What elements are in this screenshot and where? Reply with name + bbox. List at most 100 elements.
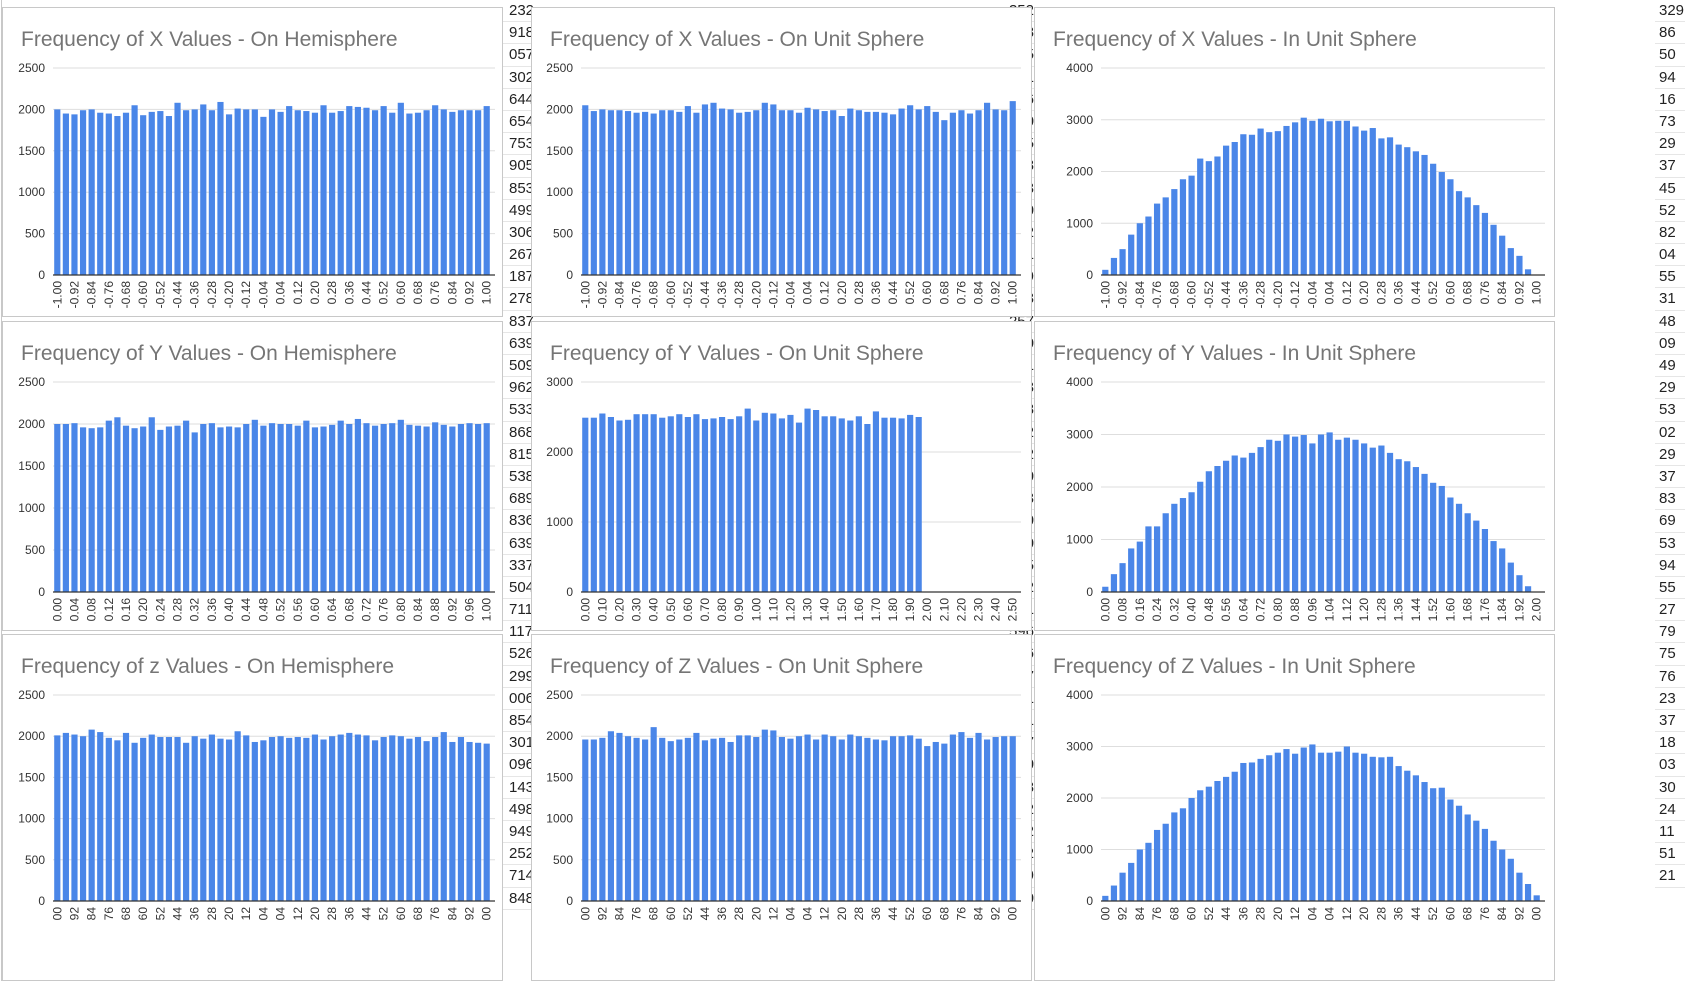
bar[interactable] bbox=[1369, 756, 1376, 901]
bar[interactable] bbox=[1240, 134, 1247, 275]
sheet-cell[interactable]: 753 bbox=[503, 133, 533, 156]
bar[interactable] bbox=[958, 732, 965, 901]
bar[interactable] bbox=[483, 423, 490, 592]
sheet-cell[interactable]: 51 bbox=[1655, 843, 1685, 866]
sheet-cell[interactable]: 526 bbox=[503, 643, 533, 666]
bar[interactable] bbox=[1171, 189, 1178, 275]
bar[interactable] bbox=[71, 114, 78, 276]
bar[interactable] bbox=[191, 736, 198, 901]
bar[interactable] bbox=[1404, 147, 1411, 275]
sheet-cell[interactable]: 868 bbox=[503, 422, 533, 444]
bar[interactable] bbox=[457, 424, 465, 592]
bar[interactable] bbox=[701, 419, 709, 592]
bar[interactable] bbox=[466, 110, 473, 275]
sheet-cell[interactable]: 16 bbox=[1655, 89, 1685, 111]
bar[interactable] bbox=[915, 109, 922, 276]
chart-x-on-unit-sphere[interactable]: Frequency of X Values - On Unit Sphere 0… bbox=[531, 7, 1032, 317]
bar[interactable] bbox=[466, 423, 473, 592]
chart-z-on-hemisphere[interactable]: Frequency of z Values - On Hemisphere 0 5… bbox=[2, 634, 503, 981]
bar[interactable] bbox=[1490, 840, 1497, 901]
bar[interactable] bbox=[440, 109, 447, 276]
bar[interactable] bbox=[389, 112, 396, 276]
bar[interactable] bbox=[457, 737, 465, 901]
bar[interactable] bbox=[599, 413, 606, 593]
bar[interactable] bbox=[1473, 820, 1480, 901]
bar[interactable] bbox=[1179, 808, 1187, 901]
bar[interactable] bbox=[277, 736, 284, 901]
bar[interactable] bbox=[1430, 788, 1437, 901]
bar[interactable] bbox=[770, 104, 777, 276]
bar[interactable] bbox=[1378, 445, 1385, 592]
bar[interactable] bbox=[440, 424, 447, 592]
bar[interactable] bbox=[582, 417, 589, 592]
bar[interactable] bbox=[483, 743, 490, 901]
bar[interactable] bbox=[371, 425, 379, 592]
bar[interactable] bbox=[633, 112, 640, 276]
bar[interactable] bbox=[1317, 118, 1325, 275]
bar[interactable] bbox=[183, 420, 190, 592]
bar[interactable] bbox=[329, 424, 336, 592]
bar[interactable] bbox=[1343, 746, 1350, 902]
bar[interactable] bbox=[329, 736, 336, 901]
bar[interactable] bbox=[1162, 513, 1169, 592]
bar[interactable] bbox=[1009, 736, 1016, 901]
bar[interactable] bbox=[440, 732, 447, 901]
bar[interactable] bbox=[1335, 120, 1342, 275]
bar[interactable] bbox=[1352, 126, 1359, 275]
bar[interactable] bbox=[466, 741, 473, 901]
chart-y-on-unit-sphere[interactable]: Frequency of Y Values - On Unit Sphere 0… bbox=[531, 321, 1032, 631]
sheet-cell[interactable]: 538 bbox=[503, 466, 533, 489]
bar[interactable] bbox=[847, 108, 854, 275]
bar[interactable] bbox=[105, 737, 112, 901]
bar[interactable] bbox=[346, 424, 353, 592]
bar[interactable] bbox=[217, 427, 224, 592]
bar[interactable] bbox=[79, 427, 87, 592]
sheet-cell[interactable]: 18 bbox=[1655, 732, 1685, 755]
bar[interactable] bbox=[676, 739, 683, 902]
bar[interactable] bbox=[165, 737, 173, 901]
sheet-cell[interactable]: 30 bbox=[1655, 777, 1685, 799]
bar[interactable] bbox=[642, 414, 649, 592]
bar[interactable] bbox=[105, 113, 112, 275]
bar[interactable] bbox=[1507, 858, 1514, 901]
bar[interactable] bbox=[633, 737, 640, 901]
bar[interactable] bbox=[582, 739, 589, 902]
bar[interactable] bbox=[423, 741, 430, 901]
bar[interactable] bbox=[432, 105, 439, 275]
bar[interactable] bbox=[1524, 586, 1532, 592]
sheet-cell[interactable]: 02 bbox=[1655, 422, 1685, 444]
bar[interactable] bbox=[667, 741, 674, 901]
sheet-cell[interactable]: 498 bbox=[503, 799, 533, 821]
chart-x-on-hemisphere[interactable]: Frequency of X Values - On Hemisphere 0 5… bbox=[2, 7, 503, 317]
bar[interactable] bbox=[157, 737, 164, 901]
bar[interactable] bbox=[183, 742, 190, 901]
bar[interactable] bbox=[62, 113, 69, 275]
sheet-cell[interactable]: 83 bbox=[1655, 488, 1685, 511]
sheet-cell[interactable]: 53 bbox=[1655, 399, 1685, 422]
bar[interactable] bbox=[1421, 154, 1428, 275]
bar[interactable] bbox=[286, 106, 293, 275]
bar[interactable] bbox=[406, 113, 413, 275]
bar[interactable] bbox=[727, 109, 734, 276]
bar[interactable] bbox=[200, 104, 207, 276]
bar[interactable] bbox=[659, 737, 666, 901]
bar[interactable] bbox=[1464, 513, 1471, 592]
bar[interactable] bbox=[71, 423, 78, 592]
bar[interactable] bbox=[1300, 117, 1307, 276]
bar[interactable] bbox=[753, 110, 760, 275]
bar[interactable] bbox=[303, 111, 310, 275]
bar[interactable] bbox=[582, 105, 589, 275]
bar[interactable] bbox=[1136, 541, 1143, 592]
bar[interactable] bbox=[607, 417, 614, 592]
bar[interactable] bbox=[311, 112, 319, 276]
bar[interactable] bbox=[294, 110, 301, 275]
bar[interactable] bbox=[787, 110, 794, 275]
bar[interactable] bbox=[992, 737, 999, 901]
bar[interactable] bbox=[1300, 435, 1307, 592]
bar[interactable] bbox=[984, 739, 991, 902]
bar[interactable] bbox=[1369, 128, 1376, 275]
sheet-cell[interactable]: 37 bbox=[1655, 466, 1685, 489]
bar[interactable] bbox=[941, 743, 948, 901]
bar[interactable] bbox=[406, 738, 413, 901]
bar[interactable] bbox=[1222, 145, 1230, 276]
